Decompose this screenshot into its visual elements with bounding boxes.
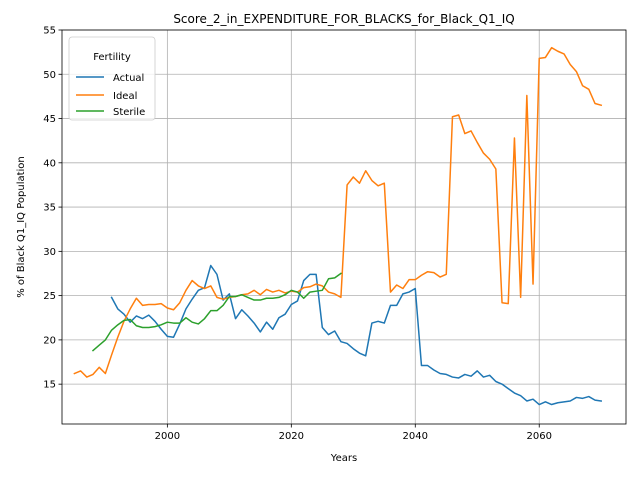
legend-label-actual: Actual bbox=[113, 73, 144, 84]
y-axis-label: % of Black Q1_IQ Population bbox=[16, 156, 27, 298]
x-tick-label: 2000 bbox=[155, 431, 180, 442]
ticks: 2000 2020 2040 2060 15 20 25 30 35 40 45 50 55 bbox=[43, 26, 552, 443]
plot-frame bbox=[61, 29, 627, 425]
legend: Fertility Actual Ideal Sterile bbox=[68, 36, 156, 121]
y-tick-label: 30 bbox=[43, 247, 56, 258]
legend-box bbox=[68, 36, 156, 121]
y-tick-label: 25 bbox=[43, 291, 56, 302]
y-tick-label: 50 bbox=[43, 70, 56, 81]
y-tick-label: 45 bbox=[43, 114, 56, 125]
series-line-actual bbox=[110, 264, 603, 406]
series-line-sterile bbox=[91, 272, 342, 352]
x-tick-label: 2040 bbox=[403, 431, 428, 442]
series-line-ideal bbox=[73, 46, 603, 378]
x-tick-label: 2020 bbox=[279, 431, 304, 442]
x-axis-label: Years bbox=[330, 453, 357, 464]
series-layer bbox=[73, 46, 603, 406]
x-tick-label: 2060 bbox=[527, 431, 552, 442]
y-tick-label: 35 bbox=[43, 203, 56, 214]
y-tick-label: 55 bbox=[43, 26, 56, 37]
plot-area bbox=[62, 30, 626, 424]
y-tick-label: 20 bbox=[43, 335, 56, 346]
legend-label-sterile: Sterile bbox=[113, 107, 145, 118]
legend-label-ideal: Ideal bbox=[113, 91, 137, 102]
y-tick-label: 40 bbox=[43, 158, 56, 169]
legend-title: Fertility bbox=[93, 52, 131, 63]
y-tick-label: 15 bbox=[43, 380, 56, 391]
chart-title: Score_2_in_EXPENDITURE_FOR_BLACKS_for_Bl… bbox=[173, 12, 514, 26]
